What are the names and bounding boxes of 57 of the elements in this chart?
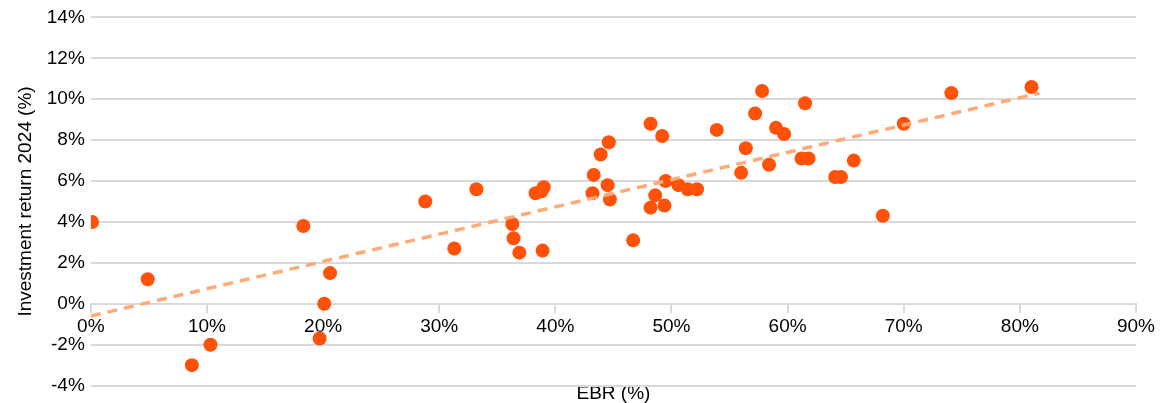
y-tick-label: 2% [57, 251, 85, 273]
point [777, 127, 792, 141]
point [418, 194, 433, 209]
point [748, 106, 763, 121]
point [875, 208, 890, 223]
point [709, 122, 724, 137]
y-tick-label: 4% [57, 210, 85, 232]
point [203, 337, 218, 352]
point [535, 243, 550, 258]
point [505, 217, 520, 231]
point [655, 129, 670, 144]
point [600, 178, 615, 193]
point [762, 157, 777, 172]
point [317, 296, 332, 311]
y-tick-label: 12% [46, 46, 85, 68]
point [738, 141, 753, 156]
y-tick-label: 0% [57, 292, 85, 314]
point [323, 266, 338, 281]
y-tick-label: 14% [46, 5, 85, 27]
point [601, 135, 616, 150]
x-tick-label: 60% [768, 315, 807, 337]
point [798, 96, 813, 111]
y-tick-label: 8% [57, 128, 85, 150]
point [626, 233, 641, 248]
y-axis-title: Investment return 2024 (%) [13, 86, 35, 317]
x-tick-label: 70% [884, 315, 923, 337]
point [447, 241, 462, 256]
point [1024, 79, 1039, 94]
x-tick-label: 30% [420, 315, 459, 337]
y-tick-label: -4% [51, 373, 85, 395]
point [506, 231, 521, 246]
point [296, 219, 311, 234]
point [755, 84, 770, 99]
point [512, 245, 527, 260]
x-tick-label: 40% [536, 315, 575, 337]
point [648, 188, 663, 203]
point [469, 182, 484, 197]
point [586, 167, 601, 182]
x-tick-label: 50% [652, 315, 691, 337]
point [734, 165, 749, 180]
point [593, 147, 608, 162]
point [690, 182, 705, 197]
point [944, 86, 959, 101]
x-tick-label: 90% [1116, 315, 1156, 337]
point [140, 272, 155, 287]
point [657, 198, 672, 213]
point [536, 180, 551, 195]
point [643, 116, 658, 131]
y-tick-label: 6% [57, 169, 85, 191]
x-tick-label: 80% [1000, 315, 1039, 337]
point [184, 358, 199, 373]
point [846, 153, 861, 168]
x-tick-label: 20% [304, 315, 343, 337]
y-tick-label: 10% [46, 87, 85, 109]
point [312, 331, 327, 346]
x-tick-label: 10% [187, 315, 227, 337]
point [643, 200, 658, 215]
